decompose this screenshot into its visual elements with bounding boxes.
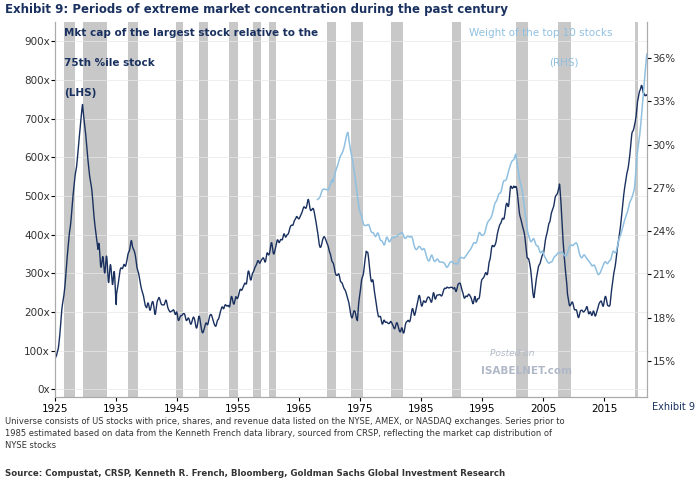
Bar <box>83 22 107 397</box>
Text: Posted on: Posted on <box>490 349 535 357</box>
Bar <box>269 22 276 397</box>
Text: Weight of the top 10 stocks: Weight of the top 10 stocks <box>469 28 612 38</box>
Bar <box>452 22 461 397</box>
Bar <box>229 22 238 397</box>
Text: 75th %ile stock: 75th %ile stock <box>64 58 155 68</box>
Bar <box>64 22 75 397</box>
Bar <box>635 22 638 397</box>
Bar <box>391 22 403 397</box>
Bar <box>559 22 570 397</box>
Bar <box>129 22 138 397</box>
Bar <box>199 22 208 397</box>
Text: (LHS): (LHS) <box>64 88 97 98</box>
Text: (RHS): (RHS) <box>550 58 579 68</box>
Text: Exhibit 9: Exhibit 9 <box>652 402 695 412</box>
Bar <box>327 22 336 397</box>
Text: Mkt cap of the largest stock relative to the: Mkt cap of the largest stock relative to… <box>64 28 318 38</box>
Bar <box>351 22 363 397</box>
Text: Universe consists of US stocks with price, shares, and revenue data listed on th: Universe consists of US stocks with pric… <box>5 417 564 450</box>
Bar <box>253 22 261 397</box>
Text: Source: Compustat, CRSP, Kenneth R. French, Bloomberg, Goldman Sachs Global Inve: Source: Compustat, CRSP, Kenneth R. Fren… <box>5 469 505 478</box>
Bar <box>516 22 528 397</box>
Text: ISABELNET.com: ISABELNET.com <box>481 366 572 376</box>
Bar <box>176 22 183 397</box>
Text: Exhibit 9: Periods of extreme market concentration during the past century: Exhibit 9: Periods of extreme market con… <box>5 3 508 16</box>
